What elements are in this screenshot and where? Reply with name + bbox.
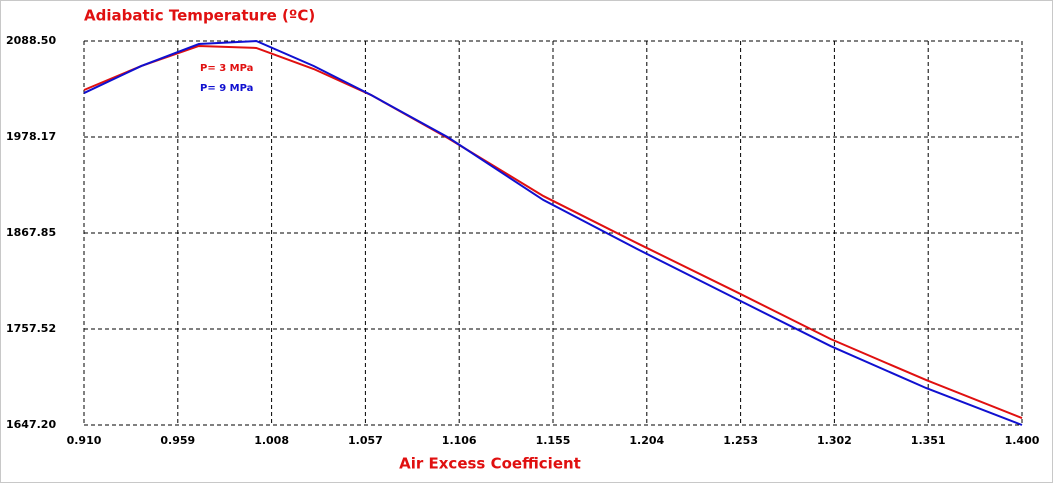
- x-tick-label: 1.057: [348, 434, 383, 447]
- x-tick-label: 0.959: [160, 434, 195, 447]
- y-tick-label: 2088.50: [6, 34, 56, 47]
- x-tick-label: 0.910: [67, 434, 102, 447]
- series-line: [83, 39, 1023, 426]
- x-tick-label: 1.106: [442, 434, 477, 447]
- legend-label: P= 9 MPa: [200, 83, 253, 94]
- x-tick-label: 1.302: [817, 434, 852, 447]
- x-tick-label: 1.008: [254, 434, 289, 447]
- y-tick-label: 1647.20: [6, 418, 56, 431]
- y-tick-label: 1978.17: [6, 130, 56, 143]
- y-tick-label: 1867.85: [6, 226, 56, 239]
- x-axis-label: Air Excess Coefficient: [399, 455, 581, 473]
- x-tick-label: 1.155: [536, 434, 571, 447]
- legend-label: P= 3 MPa: [200, 63, 253, 74]
- x-tick-label: 1.204: [629, 434, 664, 447]
- x-tick-label: 1.253: [723, 434, 758, 447]
- chart-title: Adiabatic Temperature (ºC): [84, 7, 315, 25]
- x-tick-label: 1.400: [1005, 434, 1040, 447]
- x-tick-label: 1.351: [911, 434, 946, 447]
- y-tick-label: 1757.52: [6, 322, 56, 335]
